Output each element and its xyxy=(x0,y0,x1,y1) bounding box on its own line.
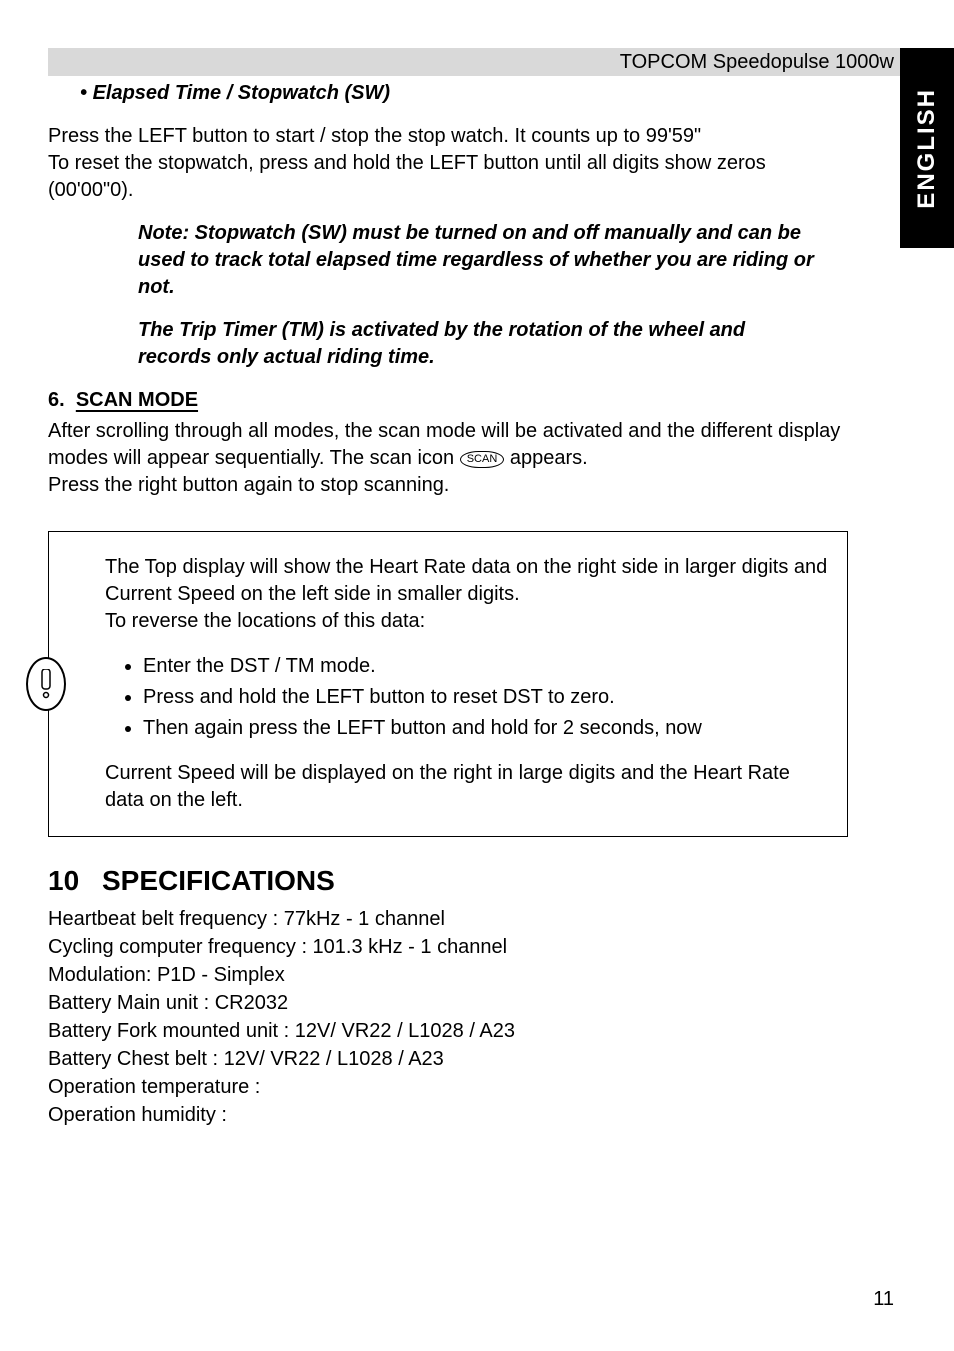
page-number: 11 xyxy=(873,1288,894,1311)
note-2: The Trip Timer (TM) is activated by the … xyxy=(138,317,818,371)
spec-line-3: Battery Main unit : CR2032 xyxy=(48,989,848,1017)
scan-paragraph: After scrolling through all modes, the s… xyxy=(48,418,848,499)
language-tab-text: ENGLISH xyxy=(913,88,941,209)
info-bullet-2: Then again press the LEFT button and hol… xyxy=(143,715,831,742)
stopwatch-heading: • Elapsed Time / Stopwatch (SW) xyxy=(80,82,848,105)
spec-line-5: Battery Chest belt : 12V/ VR22 / L1028 /… xyxy=(48,1045,848,1073)
info-bullets: Enter the DST / TM mode. Press and hold … xyxy=(125,653,831,742)
info-box: The Top display will show the Heart Rate… xyxy=(48,531,848,837)
info-box-wrap: The Top display will show the Heart Rate… xyxy=(48,531,848,837)
info-bullet-0: Enter the DST / TM mode. xyxy=(143,653,831,680)
note-block: Note: Stopwatch (SW) must be turned on a… xyxy=(138,220,818,371)
spec-line-2: Modulation: P1D - Simplex xyxy=(48,961,848,989)
spec-line-7: Operation humidity : xyxy=(48,1101,848,1129)
spec-lines: Heartbeat belt frequency : 77kHz - 1 cha… xyxy=(48,905,848,1129)
info-icon xyxy=(26,657,66,711)
spec-line-1: Cycling computer frequency : 101.3 kHz -… xyxy=(48,933,848,961)
product-name: TOPCOM Speedopulse 1000w xyxy=(620,51,894,74)
scan-icon: SCAN xyxy=(460,451,505,468)
specifications-heading: 10SPECIFICATIONS xyxy=(48,865,848,897)
scan-text-before: After scrolling through all modes, the s… xyxy=(48,420,840,469)
section-number: 6. xyxy=(48,389,65,411)
info-bullet-1: Press and hold the LEFT button to reset … xyxy=(143,684,831,711)
info-outro: Current Speed will be displayed on the r… xyxy=(105,760,831,814)
section-title: SCAN MODE xyxy=(76,389,198,411)
stopwatch-title: Elapsed Time / Stopwatch (SW) xyxy=(93,82,390,104)
spec-line-0: Heartbeat belt frequency : 77kHz - 1 cha… xyxy=(48,905,848,933)
page: TOPCOM Speedopulse 1000w ENGLISH • Elaps… xyxy=(0,0,954,1351)
spec-line-6: Operation temperature : xyxy=(48,1073,848,1101)
content-area: • Elapsed Time / Stopwatch (SW) Press th… xyxy=(48,82,848,1129)
spec-line-4: Battery Fork mounted unit : 12V/ VR22 / … xyxy=(48,1017,848,1045)
header-bar: TOPCOM Speedopulse 1000w xyxy=(48,48,906,76)
spec-number: 10 xyxy=(48,865,102,897)
scan-mode-heading: 6. SCAN MODE xyxy=(48,389,848,412)
spec-title: SPECIFICATIONS xyxy=(102,865,335,896)
note-1: Note: Stopwatch (SW) must be turned on a… xyxy=(138,220,818,301)
info-intro: The Top display will show the Heart Rate… xyxy=(105,554,831,635)
language-tab: ENGLISH xyxy=(900,48,954,248)
stopwatch-paragraph: Press the LEFT button to start / stop th… xyxy=(48,123,848,204)
